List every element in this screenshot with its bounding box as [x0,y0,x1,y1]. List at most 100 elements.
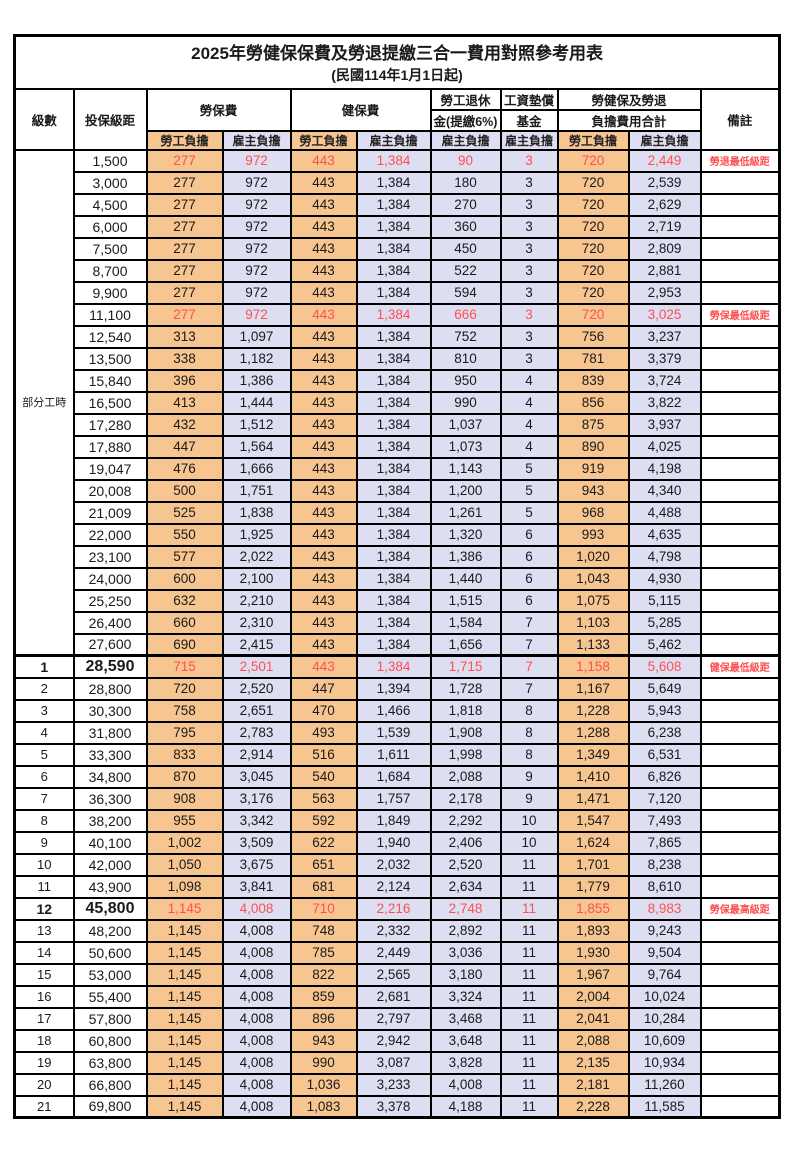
subheader-li-employer: 雇主負擔 [221,129,292,151]
pension-employer-cell: 2,748 [429,896,502,921]
header-row-3: 勞工負擔 雇主負擔 勞工負擔 雇主負擔 雇主負擔 雇主負擔 勞工負擔 雇主負擔 [15,129,780,151]
total-employer-cell: 2,629 [627,192,702,217]
pension-employer-cell: 1,200 [429,478,502,503]
total-employer-cell: 2,809 [627,236,702,261]
pension-employer-cell: 270 [429,192,502,217]
li-employer-cell: 972 [221,214,292,239]
table-row: 3 30,300 758 2,651 470 1,466 1,818 8 1,228 5,943 [13,698,781,723]
fee-comparison-table: 2025年勞健保保費及勞退提繳三合一費用對照參考用表 (民國114年1月1日起)… [13,34,782,1119]
table-row: 19 63,800 1,145 4,008 990 3,087 3,828 11 2,135 10… [13,1050,781,1075]
hi-employee-cell: 443 [289,148,358,173]
subheader-total-employer: 雇主負擔 [627,129,702,151]
level-cell: 11 [13,874,75,899]
wage-fund-employer-cell: 11 [499,852,559,877]
li-employee-cell: 413 [145,390,224,415]
pension-employer-cell: 1,908 [429,720,502,745]
note-cell [699,478,781,503]
hi-employee-cell: 592 [289,808,358,833]
hi-employee-cell: 443 [289,192,358,217]
hi-employer-cell: 1,384 [355,368,432,393]
li-employer-cell: 2,651 [221,698,292,723]
bracket-cell: 34,800 [72,764,148,789]
bracket-cell: 6,000 [72,214,148,239]
total-employee-cell: 720 [556,170,630,195]
total-employer-cell: 8,610 [627,874,702,899]
col-header-pension-top: 勞工退休 [429,87,502,111]
pension-employer-cell: 950 [429,368,502,393]
bracket-cell: 7,500 [72,236,148,261]
hi-employee-cell: 859 [289,984,358,1009]
hi-employee-cell: 443 [289,522,358,547]
total-employer-cell: 3,937 [627,412,702,437]
table-row: 11 43,900 1,098 3,841 681 2,124 2,634 11 1,779 8,… [13,874,781,899]
li-employee-cell: 1,145 [145,1094,224,1119]
total-employer-cell: 10,024 [627,984,702,1009]
bracket-cell: 23,100 [72,544,148,569]
li-employee-cell: 660 [145,610,224,635]
li-employee-cell: 338 [145,346,224,371]
hi-employee-cell: 443 [289,588,358,613]
level-cell: 12 [13,896,75,921]
li-employee-cell: 277 [145,236,224,261]
li-employer-cell: 4,008 [221,984,292,1009]
hi-employer-cell: 2,797 [355,1006,432,1031]
total-employee-cell: 1,779 [556,874,630,899]
hi-employer-cell: 2,942 [355,1028,432,1053]
total-employer-cell: 10,934 [627,1050,702,1075]
wage-fund-employer-cell: 11 [499,1028,559,1053]
table-row: 20 66,800 1,145 4,008 1,036 3,233 4,008 11 2,181… [13,1072,781,1097]
li-employer-cell: 1,512 [221,412,292,437]
li-employee-cell: 955 [145,808,224,833]
li-employee-cell: 1,145 [145,1028,224,1053]
hi-employer-cell: 1,384 [355,610,432,635]
note-cell [699,280,781,305]
total-employer-cell: 3,025 [627,302,702,327]
li-employee-cell: 277 [145,302,224,327]
note-cell: 健保最低級距 [699,654,781,679]
wage-fund-employer-cell: 6 [499,522,559,547]
level-cell: 10 [13,852,75,877]
li-employee-cell: 1,145 [145,1072,224,1097]
hi-employee-cell: 516 [289,742,358,767]
level-cell: 17 [13,1006,75,1031]
table-row: 15 53,000 1,145 4,008 822 2,565 3,180 11 1,967 9,… [13,962,781,987]
wage-fund-employer-cell: 10 [499,808,559,833]
total-employee-cell: 2,004 [556,984,630,1009]
hi-employee-cell: 443 [289,258,358,283]
total-employer-cell: 3,724 [627,368,702,393]
note-cell [699,324,781,349]
hi-employer-cell: 1,384 [355,390,432,415]
li-employee-cell: 277 [145,148,224,173]
note-cell [699,984,781,1009]
total-employee-cell: 720 [556,214,630,239]
hi-employer-cell: 1,384 [355,434,432,459]
total-employee-cell: 1,133 [556,632,630,657]
pension-employer-cell: 1,515 [429,588,502,613]
li-employee-cell: 833 [145,742,224,767]
note-cell [699,764,781,789]
table-row: 4 31,800 795 2,783 493 1,539 1,908 8 1,288 6,238 [13,720,781,745]
pension-employer-cell: 360 [429,214,502,239]
note-cell [699,1050,781,1075]
page-title: 2025年勞健保保費及勞退提繳三合一費用對照參考用表 [191,44,603,64]
hi-employee-cell: 443 [289,434,358,459]
hi-employer-cell: 1,757 [355,786,432,811]
total-employee-cell: 1,158 [556,654,630,679]
wage-fund-employer-cell: 11 [499,1050,559,1075]
hi-employer-cell: 1,684 [355,764,432,789]
pension-employer-cell: 594 [429,280,502,305]
hi-employer-cell: 1,384 [355,566,432,591]
table-row: 25,250 632 2,210 443 1,384 1,515 6 1,075 5,115 [15,588,781,613]
total-employee-cell: 1,167 [556,676,630,701]
bracket-cell: 3,000 [72,170,148,195]
pension-employer-cell: 1,143 [429,456,502,481]
li-employer-cell: 2,783 [221,720,292,745]
total-employer-cell: 8,983 [627,896,702,921]
bracket-cell: 19,047 [72,456,148,481]
hi-employee-cell: 822 [289,962,358,987]
li-employee-cell: 1,145 [145,962,224,987]
total-employee-cell: 1,288 [556,720,630,745]
bracket-cell: 17,880 [72,434,148,459]
pension-employer-cell: 2,178 [429,786,502,811]
hi-employer-cell: 1,384 [355,148,432,173]
